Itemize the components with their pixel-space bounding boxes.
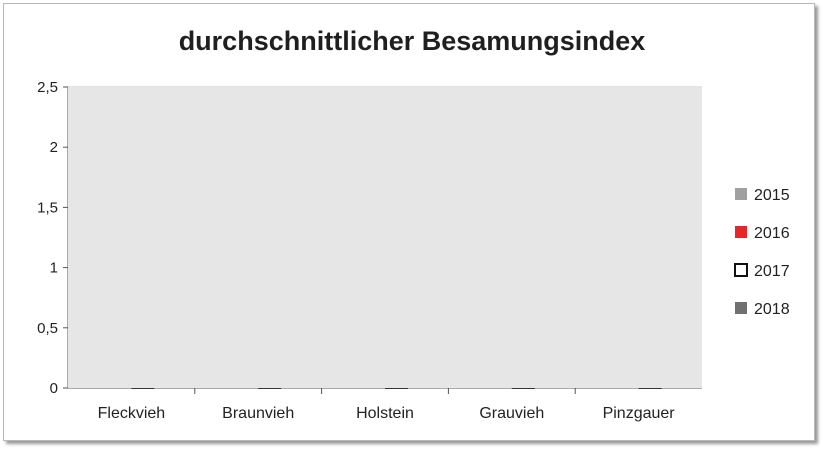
x-category-label: Holstein [356, 405, 414, 422]
legend-swatch-2017 [734, 263, 748, 277]
y-tick-label: 1,5 [37, 199, 58, 216]
plot-background [68, 87, 702, 388]
y-axis-ticks: 0 0,5 1 1,5 2 2,5 [37, 79, 68, 397]
legend-swatch-2016 [735, 226, 747, 238]
y-tick-label: 0 [50, 380, 58, 397]
y-tick-label: 1 [50, 260, 58, 277]
legend-label: 2016 [754, 225, 790, 242]
y-tick-label: 0,5 [37, 320, 58, 337]
y-tick-label: 2 [50, 139, 58, 156]
y-tick-label: 2,5 [37, 79, 58, 96]
x-category-label: Pinzgauer [603, 405, 676, 422]
x-axis-categories: Fleckvieh Braunvieh Holstein Grauvieh Pinzga… [98, 388, 676, 422]
chart-title: durchschnittlicher Besamungsindex [179, 26, 646, 56]
x-category-label: Braunvieh [222, 405, 294, 422]
legend-swatch-2015 [735, 188, 747, 200]
legend-label: 2017 [754, 263, 790, 280]
x-category-label: Fleckvieh [98, 405, 166, 422]
legend-swatch-2018 [735, 302, 747, 314]
legend-label: 2015 [754, 187, 790, 204]
legend: 2015 2016 2017 2018 [734, 187, 790, 318]
legend-label: 2018 [754, 301, 790, 318]
x-category-label: Grauvieh [479, 405, 544, 422]
